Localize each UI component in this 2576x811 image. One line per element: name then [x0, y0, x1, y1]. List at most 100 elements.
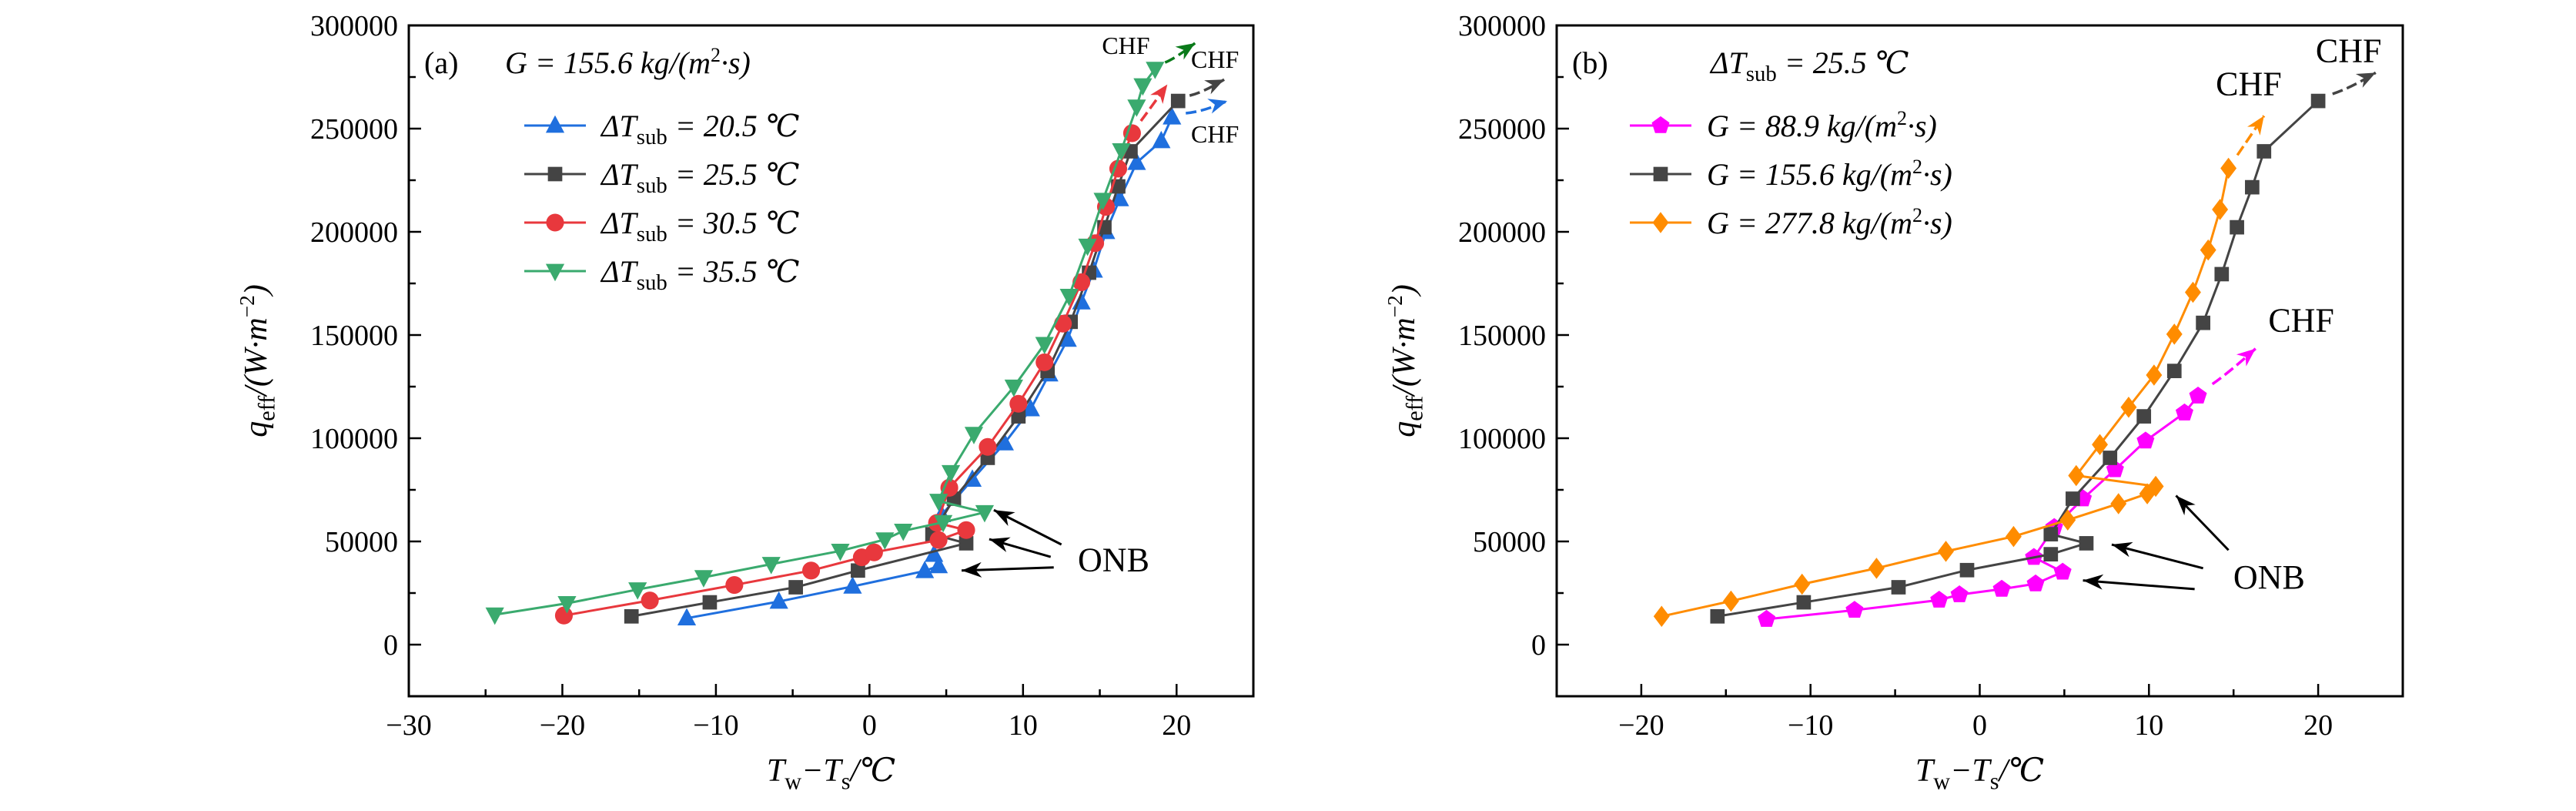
onb-arrowhead: [2083, 574, 2104, 590]
data-point-marker: [2175, 403, 2193, 421]
chf-trend-arrow: [2332, 71, 2377, 96]
data-point-marker: [769, 591, 788, 609]
chf-arrowhead: [1175, 43, 1196, 60]
data-point-marker: [1011, 409, 1026, 424]
series-1: [677, 99, 1228, 626]
data-point-marker: [979, 437, 997, 456]
y-tick-label: 250000: [310, 113, 398, 146]
x-tick-label: −20: [540, 709, 585, 742]
data-point-marker: [788, 580, 803, 595]
data-point-marker: [1133, 78, 1153, 96]
panel-b: −20 −10 0 10 20 0 50000 100000 150000 200000 25000…: [1383, 10, 2404, 795]
data-point-marker: [929, 555, 948, 574]
data-point-marker: [1758, 609, 1776, 627]
legend-label: ΔTsub = 25.5 ℃: [600, 157, 800, 198]
legend-item: G = 155.6 kg/(m2·s): [1630, 156, 1952, 192]
data-point-marker: [2245, 179, 2260, 195]
chf-arrowhead: [1207, 99, 1228, 114]
data-point-marker: [1959, 562, 1975, 578]
y-tick-label: 300000: [1458, 10, 1546, 42]
data-point-marker: [929, 531, 948, 549]
data-point-marker: [2184, 281, 2201, 303]
chf-trend-arrow: [2236, 115, 2266, 156]
data-point-marker: [1122, 124, 1141, 142]
chf-label: CHF: [2316, 32, 2382, 69]
legend-title: ΔTsub = 25.5 ℃: [1709, 45, 1909, 86]
data-point-marker: [1127, 152, 1146, 170]
data-point-marker: [2146, 364, 2163, 386]
chf-label: CHF: [1191, 45, 1239, 73]
data-point-marker: [1891, 580, 1906, 595]
data-point-marker: [1146, 62, 1165, 79]
data-point-marker: [2166, 364, 2182, 378]
y-tick-label: 50000: [1473, 526, 1546, 558]
data-point-marker: [1652, 212, 1669, 233]
series-4: [485, 42, 1196, 625]
panel-label: (a): [424, 45, 458, 80]
data-point-marker: [1930, 591, 1949, 608]
data-point-marker: [934, 514, 953, 533]
x-axis-title: Tw−Ts/℃: [1915, 753, 2044, 795]
data-point-marker: [1722, 590, 1739, 612]
x-tick-label: −10: [1788, 709, 1833, 742]
onb-arrowhead: [2176, 495, 2196, 516]
x-tick-label: 10: [2134, 709, 2163, 742]
chf-label: CHF: [2268, 301, 2334, 339]
legend-item: ΔTsub = 30.5 ℃: [524, 206, 800, 246]
data-point-marker: [1845, 601, 1864, 618]
data-point-marker: [1796, 595, 1812, 610]
data-point-marker: [557, 596, 577, 614]
x-tick-label: −20: [1618, 709, 1664, 742]
x-tick-label: 10: [1009, 709, 1038, 742]
y-tick-label: 0: [383, 629, 398, 662]
data-point-marker: [1078, 238, 1097, 256]
data-point-marker: [2230, 220, 2244, 235]
data-point-marker: [957, 521, 975, 539]
data-point-marker: [940, 478, 958, 497]
data-point-marker: [929, 494, 948, 511]
data-point-marker: [725, 575, 744, 595]
data-point-marker: [628, 582, 647, 600]
data-point-marker: [2006, 525, 2022, 548]
onb-arrowhead: [993, 510, 1015, 526]
legend-label: G = 155.6 kg/(m2·s): [1707, 156, 1952, 192]
data-point-marker: [2120, 397, 2137, 418]
data-point-marker: [2200, 239, 2216, 261]
data-point-marker: [2043, 547, 2059, 561]
data-point-marker: [2257, 144, 2272, 159]
data-point-marker: [2079, 536, 2094, 551]
y-tick-label: 250000: [1458, 113, 1546, 146]
data-point-marker: [1868, 558, 1885, 579]
data-point-marker: [485, 607, 504, 625]
data-point-marker: [1794, 573, 1811, 595]
data-point-marker: [1009, 394, 1028, 413]
data-point-marker: [546, 213, 564, 232]
panel-a: −30 −20 −10 0 10 20 0 50000 100000 150000 200000 25…: [236, 10, 1255, 795]
chf-arrowhead: [2247, 116, 2264, 136]
chf-arrowhead: [2355, 72, 2376, 88]
y-tick-label: 100000: [1458, 423, 1546, 455]
series-1: [1758, 347, 2257, 627]
data-point-marker: [1093, 193, 1112, 210]
chf-arrowhead: [2236, 348, 2256, 367]
chf-arrowhead: [1150, 84, 1168, 104]
data-point-marker: [2136, 409, 2152, 424]
data-point-marker: [1035, 353, 1054, 371]
data-point-marker: [975, 504, 995, 523]
data-point-marker: [925, 544, 944, 562]
chf-label: CHF: [2216, 65, 2282, 102]
series-3: [554, 83, 1169, 625]
panel-label: (b): [1572, 45, 1608, 80]
y-tick-label: 100000: [310, 423, 398, 455]
data-point-marker: [2166, 323, 2183, 345]
legend-item: G = 88.9 kg/(m2·s): [1630, 107, 1937, 143]
chf-arrowhead: [1204, 79, 1225, 95]
data-point-marker: [1058, 329, 1077, 347]
data-point-marker: [761, 557, 781, 575]
data-point-marker: [2310, 93, 2326, 109]
data-point-marker: [1004, 379, 1023, 397]
y-tick-label: 150000: [1458, 320, 1546, 352]
legend-label: G = 277.8 kg/(m2·s): [1707, 204, 1952, 240]
data-point-marker: [1170, 93, 1186, 109]
